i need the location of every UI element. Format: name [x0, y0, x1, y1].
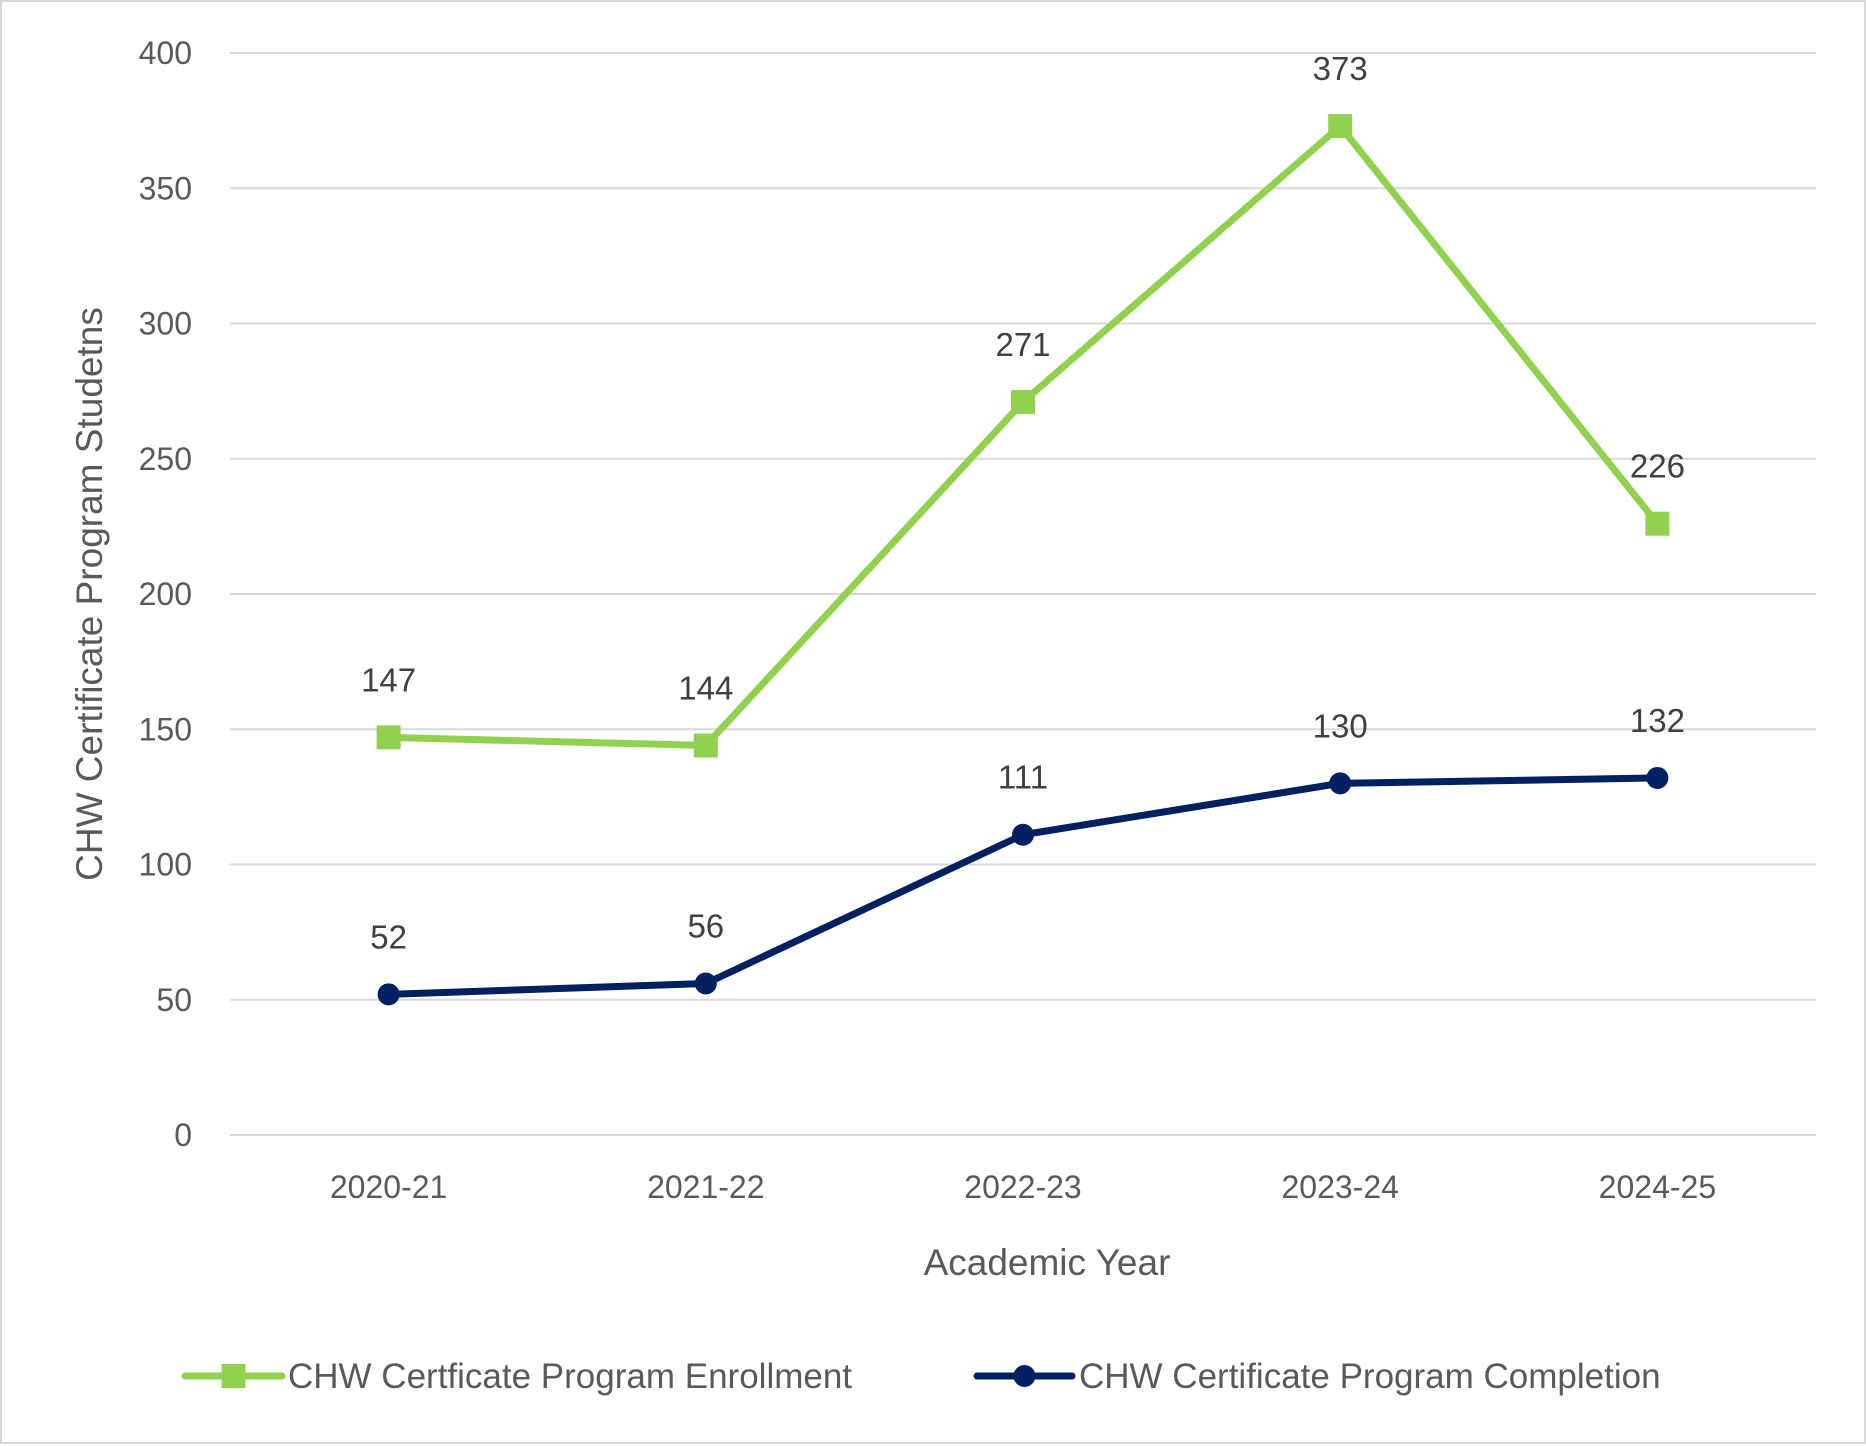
data-label: 132 — [1630, 702, 1685, 739]
x-tick-label: 2022-23 — [964, 1169, 1081, 1205]
legend-marker — [221, 1364, 246, 1388]
data-point — [694, 972, 717, 995]
y-tick-label: 150 — [139, 711, 192, 747]
x-axis-title: Academic Year — [924, 1242, 1171, 1283]
data-label: 271 — [995, 326, 1050, 363]
x-axis-ticks: 2020-21 2021-22 2022-23 2023-24 2024-25 — [330, 1169, 1716, 1205]
y-tick-label: 200 — [139, 576, 192, 612]
data-label: 52 — [370, 918, 407, 955]
y-axis-title: CHW Certificate Program Studetns — [69, 307, 110, 881]
data-label: 373 — [1313, 50, 1368, 87]
data-label: 111 — [998, 759, 1048, 796]
y-tick-label: 300 — [139, 306, 192, 342]
data-label: 56 — [687, 908, 724, 945]
y-tick-label: 350 — [139, 170, 192, 206]
y-tick-label: 250 — [139, 441, 192, 477]
data-point — [1645, 511, 1670, 536]
x-tick-label: 2024-25 — [1599, 1169, 1716, 1205]
data-point — [377, 983, 400, 1006]
series-line-1 — [385, 774, 1661, 998]
y-axis-ticks: 0 50 100 150 200 250 300 350 400 — [139, 35, 192, 1153]
series — [376, 114, 1670, 1006]
data-label: 147 — [361, 661, 416, 698]
data-label: 226 — [1630, 448, 1685, 485]
x-tick-label: 2021-22 — [647, 1169, 764, 1205]
legend-label: CHW Certficate Program Enrollment — [288, 1357, 852, 1396]
data-label: 144 — [678, 669, 733, 706]
y-tick-label: 0 — [174, 1117, 192, 1153]
data-point — [1011, 389, 1035, 414]
legend-label: CHW Certificate Program Completion — [1079, 1357, 1661, 1396]
y-tick-label: 100 — [139, 847, 192, 883]
gridlines — [230, 52, 1816, 1136]
x-tick-label: 2020-21 — [330, 1169, 447, 1205]
data-point — [693, 733, 718, 758]
x-tick-label: 2023-24 — [1281, 1169, 1398, 1205]
data-label: 130 — [1313, 707, 1368, 744]
data-labels: 147 144 271 373 226 52 56 111 130 132 — [361, 50, 1685, 955]
legend: CHW Certficate Program Enrollment CHW Cer… — [181, 1357, 1661, 1396]
legend-marker — [1013, 1365, 1036, 1387]
data-point — [1328, 114, 1353, 139]
y-tick-label: 50 — [156, 982, 192, 1018]
data-point — [1646, 766, 1669, 789]
series-line-0 — [385, 122, 1661, 749]
data-point — [1012, 823, 1034, 846]
data-point — [376, 725, 401, 750]
y-tick-label: 400 — [139, 35, 192, 71]
data-point — [1329, 772, 1352, 795]
